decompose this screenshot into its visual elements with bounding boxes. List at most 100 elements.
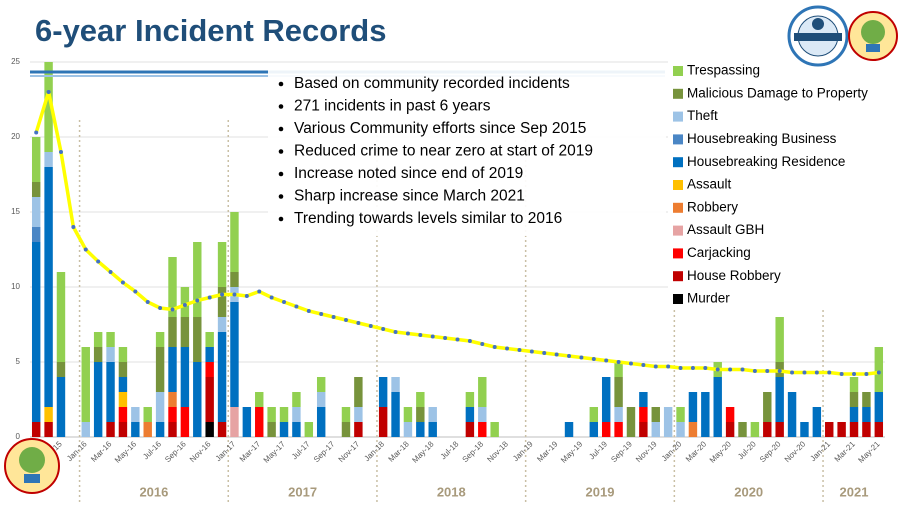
bar-segment xyxy=(81,347,90,422)
bar-segment xyxy=(874,392,884,422)
bar-segment xyxy=(478,377,487,407)
bar-segment xyxy=(304,422,314,437)
bar-segment xyxy=(143,407,152,422)
trend-marker xyxy=(777,369,782,373)
legend-label: Theft xyxy=(687,108,718,123)
bar-segment xyxy=(106,362,115,422)
bar-segment xyxy=(378,377,388,407)
trend-marker xyxy=(802,370,807,375)
trend-marker xyxy=(455,337,460,342)
bullet xyxy=(278,126,284,132)
bar-segment xyxy=(193,362,202,437)
legend-swatch xyxy=(673,294,683,304)
trend-marker xyxy=(368,324,373,328)
logo-chilterns xyxy=(787,5,849,67)
legend-swatch xyxy=(673,248,683,259)
trend-marker xyxy=(207,295,212,300)
trend-marker xyxy=(294,304,299,309)
trend-marker xyxy=(393,330,398,334)
note: Based on community recorded incidents xyxy=(294,75,570,92)
bar-segment xyxy=(180,287,190,317)
bar-segment xyxy=(738,422,747,437)
trend-marker xyxy=(319,312,324,316)
bar-segment xyxy=(676,407,685,422)
bar-segment xyxy=(465,392,475,407)
logo-cpf-small xyxy=(4,438,60,494)
notes-box xyxy=(268,66,666,236)
bar-segment xyxy=(775,317,784,362)
trend-marker xyxy=(257,289,262,294)
trend-marker xyxy=(740,367,745,372)
bar-segment xyxy=(217,422,227,437)
note: Various Community efforts since Sep 2015 xyxy=(294,120,586,137)
trend-marker xyxy=(604,358,609,363)
year-label: 2020 xyxy=(734,484,763,499)
trend-marker xyxy=(306,309,311,313)
year-label: 2018 xyxy=(437,484,466,499)
bar-segment xyxy=(118,377,128,392)
legend-swatch xyxy=(673,180,683,190)
bar-segment xyxy=(837,422,846,437)
legend: Trespassing Malicious Damage to Property T… xyxy=(673,63,868,306)
legend-swatch xyxy=(673,134,683,145)
bar-segment xyxy=(217,287,227,317)
bar-segment xyxy=(168,422,177,437)
bar-segment xyxy=(874,422,884,437)
y-tick-label: 5 xyxy=(16,357,21,366)
bullet xyxy=(278,216,284,222)
bar-segment xyxy=(849,407,859,422)
trend-marker xyxy=(381,327,386,331)
legend-label: Malicious Damage to Property xyxy=(687,85,868,100)
bar-segment xyxy=(614,407,623,422)
bar-segment xyxy=(316,392,326,407)
bar-segment xyxy=(168,317,177,347)
trend-marker xyxy=(158,306,163,310)
bar-segment xyxy=(143,422,152,437)
bar-segment xyxy=(44,167,53,407)
bar-segment xyxy=(292,422,301,437)
bullet xyxy=(278,149,284,154)
bar-segment xyxy=(354,422,363,437)
bar-segment xyxy=(862,392,871,407)
bar-segment xyxy=(230,302,239,407)
bar-segment xyxy=(131,407,140,422)
bar-segment xyxy=(825,422,834,437)
trend-marker xyxy=(195,298,200,303)
bar-segment xyxy=(230,212,239,272)
bar-segment xyxy=(614,422,623,437)
legend-label: Carjacking xyxy=(687,245,751,260)
trend-marker xyxy=(591,357,596,361)
bar-segment xyxy=(589,422,599,437)
trend-marker xyxy=(765,369,770,373)
bar-segment xyxy=(44,62,53,152)
bar-segment xyxy=(168,347,177,392)
y-tick-label: 20 xyxy=(11,132,20,141)
trend-marker xyxy=(331,315,336,319)
bar-segment xyxy=(56,272,66,362)
trend-marker xyxy=(108,270,113,274)
legend-box xyxy=(668,58,890,310)
chart-title: 6-year Incident Records xyxy=(35,13,386,48)
bar-segment xyxy=(118,392,128,407)
bar-segment xyxy=(416,422,425,437)
bar-segment xyxy=(93,362,103,437)
bar-segment xyxy=(168,392,177,407)
bar-segment xyxy=(862,407,871,422)
note: 271 incidents in past 6 years xyxy=(294,98,491,115)
bar-segment xyxy=(292,407,301,422)
bar-segment xyxy=(601,422,611,437)
bullet xyxy=(278,194,284,199)
bar-segment xyxy=(279,407,289,422)
bar-segment xyxy=(639,392,648,407)
bar-segment xyxy=(255,392,264,407)
legend-label: Assault GBH xyxy=(687,222,764,237)
trend-marker xyxy=(96,259,101,264)
year-label: 2021 xyxy=(840,484,869,499)
year-label: 2017 xyxy=(288,484,317,499)
bullet xyxy=(278,104,284,109)
note: Sharp increase since March 2021 xyxy=(294,188,525,205)
bar-segment xyxy=(155,347,165,392)
trend-marker xyxy=(529,349,534,354)
trend-marker xyxy=(864,372,869,376)
